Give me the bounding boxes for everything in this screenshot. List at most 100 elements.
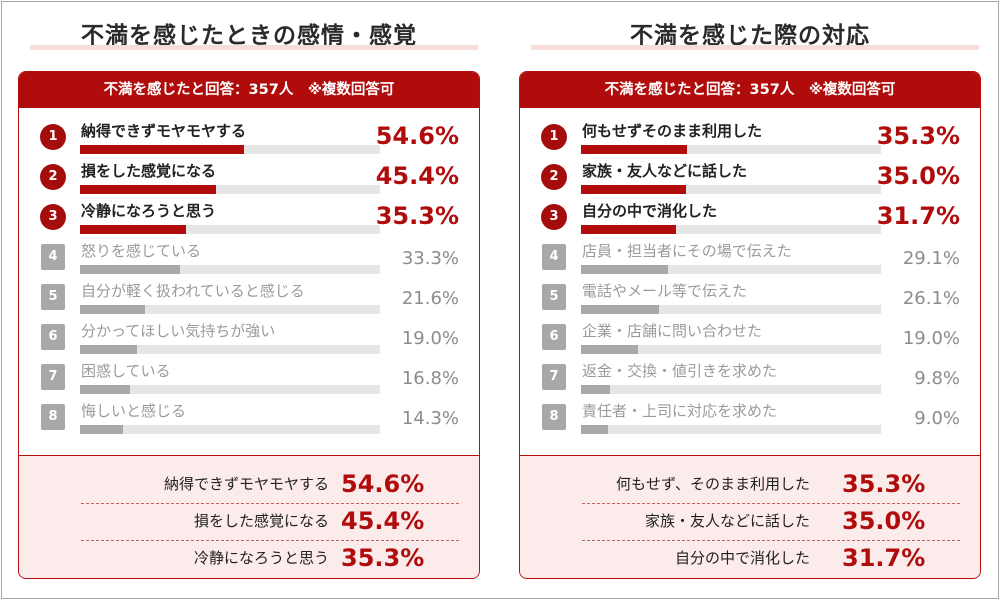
bar: [80, 385, 131, 394]
bar-track: [581, 265, 881, 274]
bar-rows: 1 何もせずそのまま利用した 35.3% 2 家族・友人などに話した 35.0% 3 自分の中…: [520, 118, 980, 448]
bar-value-label: 35.3%: [876, 122, 960, 150]
summary-label: 家族・友人などに話した: [644, 512, 810, 530]
summary-item: 自分の中で消化した 31.7%: [520, 540, 980, 576]
bar-label: 冷静になろうと思う: [81, 202, 217, 220]
bar-rows: 1 納得できずモヤモヤする 54.6% 2 損をした感覚になる 45.4% 3 冷静になろうと…: [19, 118, 479, 448]
bar-label: 企業・店舗に問い合わせた: [582, 322, 763, 340]
summary-divider: [81, 503, 459, 504]
summary-label: 損をした感覚になる: [193, 512, 329, 530]
bar-row: 4 店員・担当者にその場で伝えた 29.1%: [520, 238, 980, 278]
bar-value-label: 45.4%: [375, 162, 459, 190]
bar-value-label: 31.7%: [876, 202, 960, 230]
bar-row: 6 企業・店舗に問い合わせた 19.0%: [520, 318, 980, 358]
bar-label: 自分が軽く扱われていると感じる: [81, 282, 305, 300]
title-underline: [531, 45, 979, 50]
bar-track: [80, 345, 380, 354]
bar-row: 3 冷静になろうと思う 35.3%: [19, 198, 479, 238]
summary-label: 何もせず、そのまま利用した: [616, 475, 810, 493]
panel-responses: 不満を感じた際の対応 不満を感じたと回答：357人 ※複数回答可 1 何もせずその…: [519, 0, 981, 600]
bar-value-label: 21.6%: [401, 288, 459, 309]
bar-value-label: 19.0%: [401, 328, 459, 349]
rank-badge: 1: [541, 124, 567, 150]
summary-value: 35.3%: [842, 470, 926, 498]
bar: [581, 425, 608, 434]
bar: [581, 185, 686, 194]
bar-label: 自分の中で消化した: [582, 202, 718, 220]
bar-row: 7 困惑している 16.8%: [19, 358, 479, 398]
bar: [80, 145, 244, 154]
bar: [581, 225, 677, 234]
rank-badge: 3: [40, 204, 66, 230]
bar-value-label: 54.6%: [375, 122, 459, 150]
bar-label: 返金・交換・値引きを求めた: [582, 362, 778, 380]
summary-item: 納得できずモヤモヤする 54.6%: [19, 466, 479, 502]
summary-divider: [582, 503, 960, 504]
bar-value-label: 9.0%: [914, 408, 960, 429]
bar-label: 分かってほしい気持ちが強い: [81, 322, 276, 340]
bar-row: 7 返金・交換・値引きを求めた 9.8%: [520, 358, 980, 398]
bar-row: 5 自分が軽く扱われていると感じる 21.6%: [19, 278, 479, 318]
bar-value-label: 33.3%: [401, 248, 459, 269]
rank-badge: 4: [41, 244, 65, 270]
summary-value: 35.0%: [842, 507, 926, 535]
rank-badge: 5: [41, 284, 65, 310]
rank-badge: 1: [40, 124, 66, 150]
bar-track: [581, 305, 881, 314]
bar-row: 4 怒りを感じている 33.3%: [19, 238, 479, 278]
rank-badge: 7: [41, 364, 65, 390]
title-underline: [30, 45, 478, 50]
rank-badge: 4: [542, 244, 566, 270]
bar-label: 損をした感覚になる: [81, 162, 217, 180]
bar: [80, 185, 217, 194]
rank-badge: 3: [541, 204, 567, 230]
bar: [80, 345, 137, 354]
bar-label: 家族・友人などに話した: [582, 162, 748, 180]
chart-header: 不満を感じたと回答：357人 ※複数回答可: [520, 72, 980, 108]
rank-badge: 8: [542, 404, 566, 430]
bar-chart-responses: 不満を感じたと回答：357人 ※複数回答可 1 何もせずそのまま利用した 35.3%…: [519, 71, 981, 579]
panel-feelings: 不満を感じたときの感情・感覚 不満を感じたと回答：357人 ※複数回答可 1 納得…: [18, 0, 480, 600]
bar: [581, 145, 687, 154]
bar: [80, 425, 123, 434]
bar: [581, 345, 638, 354]
bar-track: [581, 385, 881, 394]
bar-label: 店員・担当者にその場で伝えた: [582, 242, 792, 260]
rank-badge: 7: [542, 364, 566, 390]
bar-row: 2 家族・友人などに話した 35.0%: [520, 158, 980, 198]
bar-label: 電話やメール等で伝えた: [582, 282, 748, 300]
bar-track: [80, 385, 380, 394]
bar-row: 8 責任者・上司に対応を求めた 9.0%: [520, 398, 980, 438]
summary-value: 45.4%: [341, 507, 425, 535]
bar-track: [581, 425, 881, 434]
bar-label: 責任者・上司に対応を求めた: [582, 402, 778, 420]
bar-row: 1 何もせずそのまま利用した 35.3%: [520, 118, 980, 158]
bar-track: [80, 145, 380, 154]
bar-row: 2 損をした感覚になる 45.4%: [19, 158, 479, 198]
summary-label: 自分の中で消化した: [674, 549, 810, 567]
summary-label: 冷静になろうと思う: [193, 549, 329, 567]
summary-item: 損をした感覚になる 45.4%: [19, 503, 479, 539]
bar-track: [581, 345, 881, 354]
bar-track: [80, 185, 380, 194]
summary-item: 冷静になろうと思う 35.3%: [19, 540, 479, 576]
bar-value-label: 16.8%: [401, 368, 459, 389]
summary-item: 家族・友人などに話した 35.0%: [520, 503, 980, 539]
top3-summary: 何もせず、そのまま利用した 35.3% 家族・友人などに話した 35.0% 自分の中で消…: [520, 455, 980, 578]
bar-label: 怒りを感じている: [81, 242, 202, 260]
rank-badge: 6: [41, 324, 65, 350]
bar-label: 困惑している: [81, 362, 171, 380]
summary-divider: [81, 540, 459, 541]
bar: [80, 265, 180, 274]
bar-row: 5 電話やメール等で伝えた 26.1%: [520, 278, 980, 318]
bar-label: 納得できずモヤモヤする: [81, 122, 247, 140]
bar-track: [80, 425, 380, 434]
chart-header: 不満を感じたと回答：357人 ※複数回答可: [19, 72, 479, 108]
summary-divider: [582, 540, 960, 541]
summary-label: 納得できずモヤモヤする: [163, 475, 329, 493]
bar: [80, 305, 145, 314]
bar-value-label: 35.3%: [375, 202, 459, 230]
panel-title: 不満を感じたときの感情・感覚: [81, 23, 417, 49]
bar-track: [581, 145, 881, 154]
